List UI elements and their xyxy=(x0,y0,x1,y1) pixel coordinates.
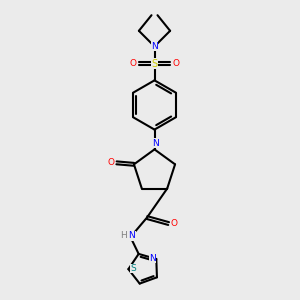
Text: O: O xyxy=(107,158,114,167)
Text: O: O xyxy=(172,59,179,68)
Text: N: N xyxy=(149,254,156,263)
Text: N: N xyxy=(152,139,158,148)
Text: S: S xyxy=(152,59,158,69)
Text: S: S xyxy=(130,264,136,273)
Text: O: O xyxy=(130,59,137,68)
Text: N: N xyxy=(151,42,158,51)
Text: H: H xyxy=(121,231,127,240)
Text: N: N xyxy=(129,231,135,240)
Text: O: O xyxy=(170,219,178,228)
